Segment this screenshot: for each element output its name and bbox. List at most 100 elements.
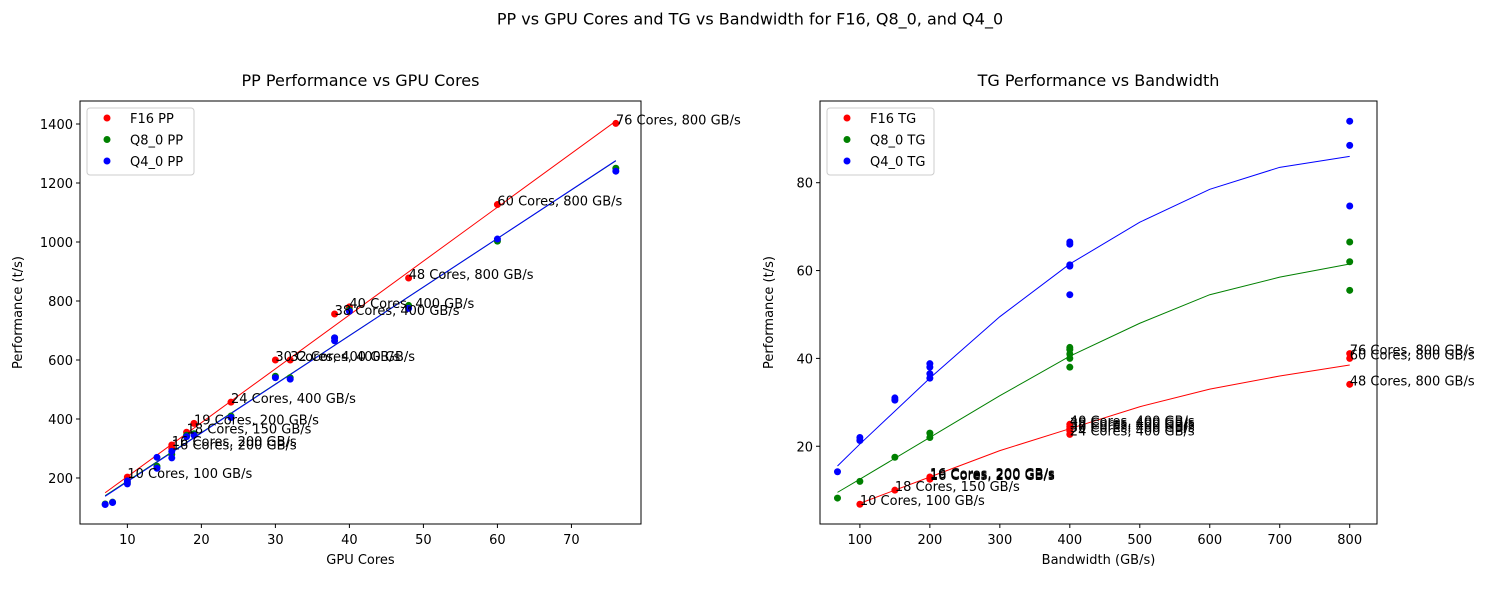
x-axis-label: GPU Cores bbox=[326, 553, 395, 568]
point bbox=[891, 486, 899, 494]
figure-title: PP vs GPU Cores and TG vs Bandwidth for … bbox=[497, 10, 1003, 30]
point bbox=[123, 477, 131, 485]
point bbox=[833, 468, 841, 476]
x-tick-label: 800 bbox=[1337, 533, 1362, 548]
x-tick-label: 200 bbox=[917, 533, 942, 548]
point bbox=[1066, 238, 1074, 246]
point-annotation: 30 Cores, 400 GB/s bbox=[275, 350, 400, 365]
point-annotation: 16 Cores, 200 GB/s bbox=[172, 438, 297, 453]
point bbox=[856, 500, 864, 508]
point bbox=[1066, 291, 1074, 299]
subplot: PP Performance vs GPU Cores GPU Cores Perf… bbox=[11, 71, 741, 568]
point bbox=[190, 431, 198, 439]
legend: F16 PP Q8_0 PP Q4_0 PP bbox=[86, 107, 195, 176]
point bbox=[153, 453, 161, 461]
point bbox=[153, 464, 161, 472]
point-annotation: 10 Cores, 100 GB/s bbox=[860, 494, 985, 509]
point bbox=[345, 307, 353, 315]
point bbox=[926, 474, 934, 482]
point bbox=[891, 453, 899, 461]
fit-line bbox=[837, 263, 1350, 493]
point-annotation: 48 Cores, 800 GB/s bbox=[1350, 374, 1475, 389]
point-annotation: 24 Cores, 400 GB/s bbox=[231, 392, 356, 407]
point bbox=[405, 304, 413, 312]
point-annotation: 16 Cores, 200 GB/s bbox=[930, 469, 1055, 484]
point-annotation: 16 Cores, 200 GB/s bbox=[172, 435, 297, 450]
point bbox=[926, 360, 934, 368]
fit-line bbox=[104, 120, 617, 494]
x-tick-label: 20 bbox=[193, 533, 210, 548]
point-annotation: 76 Cores, 800 GB/s bbox=[616, 113, 741, 128]
x-tick-label: 700 bbox=[1267, 533, 1292, 548]
x-axis-label: Bandwidth (GB/s) bbox=[1042, 553, 1156, 568]
legend-marker bbox=[843, 114, 851, 122]
point bbox=[856, 433, 864, 441]
point bbox=[227, 414, 235, 422]
point bbox=[1346, 380, 1354, 388]
point bbox=[286, 375, 294, 383]
y-axis-label: Performance (t/s) bbox=[762, 256, 777, 369]
point bbox=[1346, 354, 1354, 362]
x-tick-label: 50 bbox=[415, 533, 432, 548]
point bbox=[183, 433, 191, 441]
point bbox=[1066, 343, 1074, 351]
point bbox=[612, 167, 620, 175]
point bbox=[891, 394, 899, 402]
y-tick-label: 1000 bbox=[40, 236, 73, 251]
fit-line bbox=[104, 160, 617, 497]
chart-title: TG Performance vs Bandwidth bbox=[977, 71, 1220, 90]
point-annotation: 60 Cores, 800 GB/s bbox=[1350, 348, 1475, 363]
point bbox=[612, 119, 620, 127]
y-tick-label: 20 bbox=[796, 440, 813, 455]
legend-label: Q4_0 TG bbox=[870, 155, 925, 170]
y-tick-label: 800 bbox=[48, 295, 73, 310]
legend-box bbox=[826, 107, 935, 176]
legend: F16 TG Q8_0 TG Q4_0 TG bbox=[826, 107, 935, 176]
point-annotation: 38 Cores, 400 GB/s bbox=[1070, 416, 1195, 431]
point bbox=[227, 398, 235, 406]
point bbox=[286, 356, 294, 364]
legend-marker bbox=[103, 114, 111, 122]
axes-frame bbox=[79, 100, 642, 525]
point bbox=[109, 498, 117, 506]
point-annotation: 18 Cores, 150 GB/s bbox=[895, 480, 1020, 495]
point bbox=[856, 477, 864, 485]
chart-title: PP Performance vs GPU Cores bbox=[242, 71, 480, 90]
point bbox=[1346, 258, 1354, 266]
y-axis-label: Performance (t/s) bbox=[11, 256, 26, 369]
legend-marker bbox=[843, 136, 851, 143]
point bbox=[1066, 420, 1074, 428]
y-tick-label: 1200 bbox=[40, 177, 73, 192]
axes-frame bbox=[819, 100, 1378, 525]
point bbox=[493, 235, 501, 243]
point bbox=[926, 429, 934, 437]
point bbox=[271, 374, 279, 382]
point-annotation: 38 Cores, 400 GB/s bbox=[335, 304, 460, 319]
point-annotation: 16 Cores, 200 GB/s bbox=[930, 467, 1055, 482]
point bbox=[405, 274, 413, 282]
y-tick-label: 400 bbox=[48, 413, 73, 428]
point bbox=[1346, 141, 1354, 149]
point-annotation: 60 Cores, 800 GB/s bbox=[497, 195, 622, 210]
point-annotation: 76 Cores, 800 GB/s bbox=[1350, 344, 1475, 359]
point bbox=[101, 501, 109, 509]
x-tick-label: 60 bbox=[489, 533, 506, 548]
x-tick-label: 30 bbox=[267, 533, 284, 548]
point-annotation: 32 Cores, 400 GB/s bbox=[1070, 419, 1195, 434]
point-annotation: 10 Cores, 100 GB/s bbox=[127, 467, 252, 482]
x-tick-label: 100 bbox=[847, 533, 872, 548]
legend-label: F16 PP bbox=[130, 112, 174, 127]
point bbox=[1346, 238, 1354, 246]
point bbox=[1346, 117, 1354, 125]
point bbox=[1066, 261, 1074, 269]
x-tick-label: 400 bbox=[1057, 533, 1082, 548]
point bbox=[1346, 202, 1354, 210]
point bbox=[168, 454, 176, 462]
legend-label: F16 TG bbox=[870, 112, 916, 127]
y-tick-label: 200 bbox=[48, 472, 73, 487]
point bbox=[271, 356, 279, 364]
point-annotation: 24 Cores, 400 GB/s bbox=[1070, 424, 1195, 439]
point-annotation: 32 Cores, 400 GB/s bbox=[290, 350, 415, 365]
point-annotation: 40 Cores, 400 GB/s bbox=[349, 297, 474, 312]
